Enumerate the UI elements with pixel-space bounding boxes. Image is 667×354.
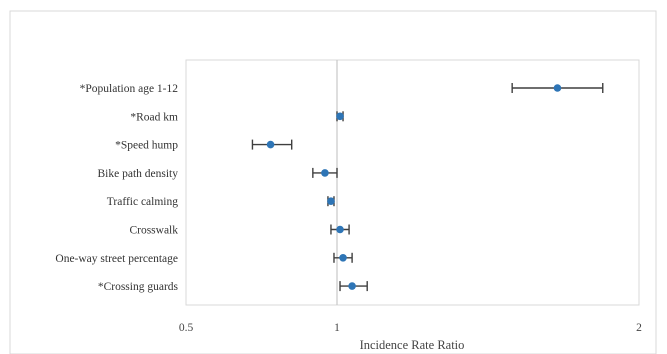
- category-label: Bike path density: [98, 168, 179, 180]
- chart-area-border: [9, 10, 657, 354]
- point-estimate: [348, 282, 356, 290]
- x-tick-label: 0.5: [179, 322, 194, 334]
- point-estimate: [321, 169, 329, 177]
- point-estimate: [553, 84, 562, 92]
- plot-area-border: [185, 59, 640, 306]
- point-estimate: [339, 253, 347, 262]
- category-label: Traffic calming: [107, 196, 178, 208]
- point-estimate: [327, 197, 335, 205]
- point-estimate: [336, 112, 344, 121]
- category-label: One-way street percentage: [55, 253, 178, 265]
- point-estimate: [266, 140, 275, 149]
- category-label: *Speed hump: [115, 140, 178, 152]
- x-axis-title: Incidence Rate Ratio: [360, 338, 465, 352]
- point-estimate: [336, 225, 344, 234]
- x-tick-label: 2: [636, 322, 642, 334]
- x-tick-label: 1: [334, 322, 340, 334]
- category-label: Crosswalk: [129, 225, 178, 237]
- category-label: *Population age 1-12: [80, 83, 179, 95]
- category-label: *Road km: [130, 111, 178, 123]
- category-label: *Crossing guards: [98, 281, 179, 293]
